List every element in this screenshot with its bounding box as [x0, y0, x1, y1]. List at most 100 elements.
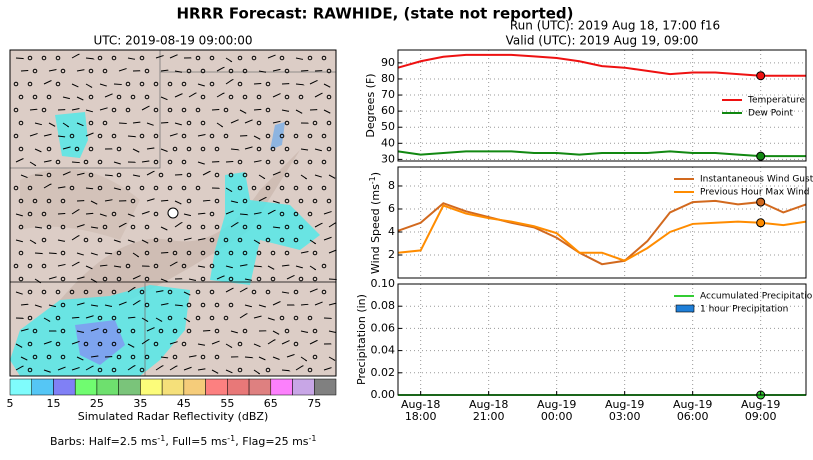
station — [209, 237, 215, 243]
barb — [71, 235, 80, 241]
barb — [197, 265, 206, 268]
barb — [216, 66, 225, 72]
station — [307, 133, 313, 139]
barb — [174, 200, 182, 205]
station — [41, 107, 47, 113]
station — [195, 289, 201, 295]
station — [200, 302, 206, 308]
barb — [62, 171, 71, 176]
barb — [15, 213, 23, 217]
barb — [146, 327, 155, 332]
station — [214, 198, 220, 204]
legend-label: Previous Hour Max Wind — [700, 188, 810, 198]
barb — [183, 237, 192, 241]
barb — [76, 302, 85, 306]
station — [228, 276, 234, 282]
barb — [295, 365, 304, 371]
station — [312, 354, 318, 360]
y-tick-label: 0.00 — [371, 388, 396, 401]
barb — [34, 226, 43, 229]
station — [167, 107, 173, 113]
barb — [197, 343, 206, 346]
station — [321, 159, 327, 165]
station — [116, 328, 122, 334]
barb — [99, 83, 107, 87]
x-tick-label: 21:00 — [473, 410, 505, 423]
barb — [57, 186, 66, 189]
barb — [314, 70, 323, 72]
station — [111, 315, 117, 321]
barb — [71, 161, 81, 164]
ylabel-part: Wind Speed (ms — [369, 184, 382, 274]
station — [27, 185, 33, 191]
barb — [286, 274, 295, 280]
station — [125, 107, 131, 113]
barb — [160, 356, 169, 359]
station — [139, 133, 145, 139]
y-tick-label: 0.10 — [371, 277, 396, 290]
barb — [160, 302, 169, 306]
station — [18, 276, 24, 282]
barb — [113, 265, 122, 268]
colorbar-cell — [9, 378, 32, 396]
barb — [76, 69, 85, 72]
barb — [216, 92, 225, 98]
station — [186, 120, 192, 126]
station — [284, 198, 290, 204]
y-tick-label: 6 — [388, 202, 395, 215]
barb — [141, 338, 150, 345]
station — [13, 133, 19, 139]
barb — [104, 356, 113, 358]
barb — [197, 212, 206, 215]
station — [27, 211, 33, 217]
station — [125, 81, 131, 87]
station — [60, 276, 66, 282]
barb — [141, 239, 149, 244]
station — [209, 81, 215, 87]
station — [214, 328, 220, 334]
station — [130, 224, 136, 230]
station — [125, 263, 131, 269]
colorbar-cell — [292, 378, 315, 396]
barb — [132, 300, 141, 306]
station — [13, 81, 19, 87]
barb — [85, 83, 93, 88]
station — [186, 146, 192, 152]
barb — [90, 304, 99, 307]
station — [181, 133, 187, 139]
station — [181, 341, 187, 347]
station — [116, 94, 122, 100]
barb — [281, 83, 290, 85]
barb — [188, 278, 197, 281]
colorbar-cell — [270, 378, 293, 396]
barb — [239, 264, 248, 267]
station — [139, 185, 145, 191]
barb — [127, 239, 135, 243]
barb — [272, 330, 280, 335]
colorbar-label: Simulated Radar Reflectivity (dBZ) — [78, 410, 269, 423]
colorbar-cell — [205, 378, 228, 396]
station — [88, 120, 94, 126]
barb — [323, 236, 332, 241]
barb — [160, 69, 169, 72]
station — [97, 289, 103, 295]
barb — [314, 301, 323, 306]
colorbar-cell — [74, 378, 98, 396]
station — [307, 211, 313, 217]
station — [228, 302, 234, 308]
station — [200, 276, 206, 282]
barb — [323, 83, 331, 88]
station — [209, 211, 215, 217]
station — [60, 302, 66, 308]
barb — [141, 210, 150, 215]
station — [293, 341, 299, 347]
note-part: Barbs: Half=2.5 ms — [50, 435, 158, 448]
station — [125, 185, 131, 191]
station — [265, 133, 271, 139]
station — [27, 55, 33, 61]
barb — [132, 121, 141, 124]
legend-label: Accumulated Precipitation — [700, 292, 813, 302]
barb — [258, 70, 267, 73]
x-tick-label: Aug-18 — [469, 398, 508, 411]
x-tick-label: Aug-18 — [401, 398, 440, 411]
